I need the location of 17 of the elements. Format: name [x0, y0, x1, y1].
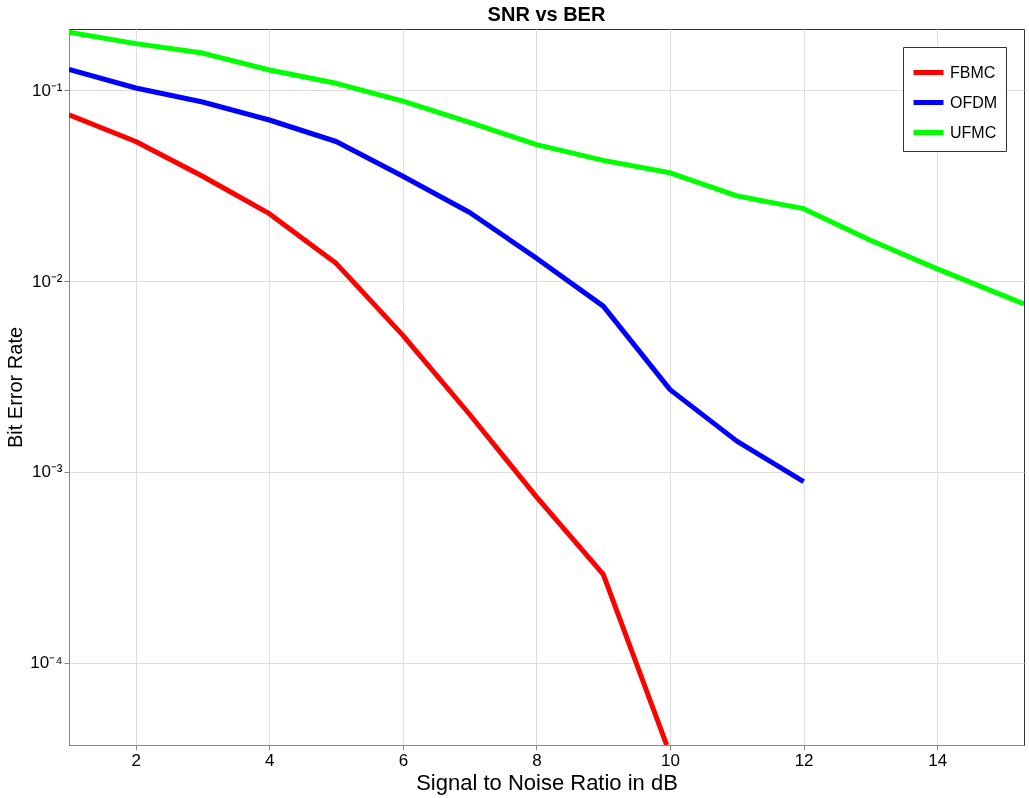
y-tick-label: 10⁻¹	[31, 80, 63, 100]
y-tick-label: 10⁻³	[31, 462, 63, 482]
legend-label: UFMC	[950, 123, 997, 141]
x-tick-label: 6	[398, 750, 409, 770]
x-tick-label: 4	[265, 750, 275, 770]
x-tick-label: 14	[928, 750, 948, 770]
y-tick-label: 10⁻⁴	[30, 653, 63, 673]
x-tick-label: 2	[131, 750, 142, 770]
chart-title: SNR vs BER	[487, 3, 606, 25]
legend-label: OFDM	[950, 93, 998, 111]
x-tick-label: 10	[661, 750, 681, 770]
x-tick-label: 12	[794, 750, 814, 770]
y-tick-label: 10⁻²	[31, 271, 63, 291]
y-axis-title: Bit Error Rate	[4, 326, 27, 449]
x-axis-title: Signal to Noise Ratio in dB	[416, 769, 678, 795]
legend-label: FBMC	[950, 63, 996, 81]
x-tick-label: 8	[532, 750, 542, 770]
